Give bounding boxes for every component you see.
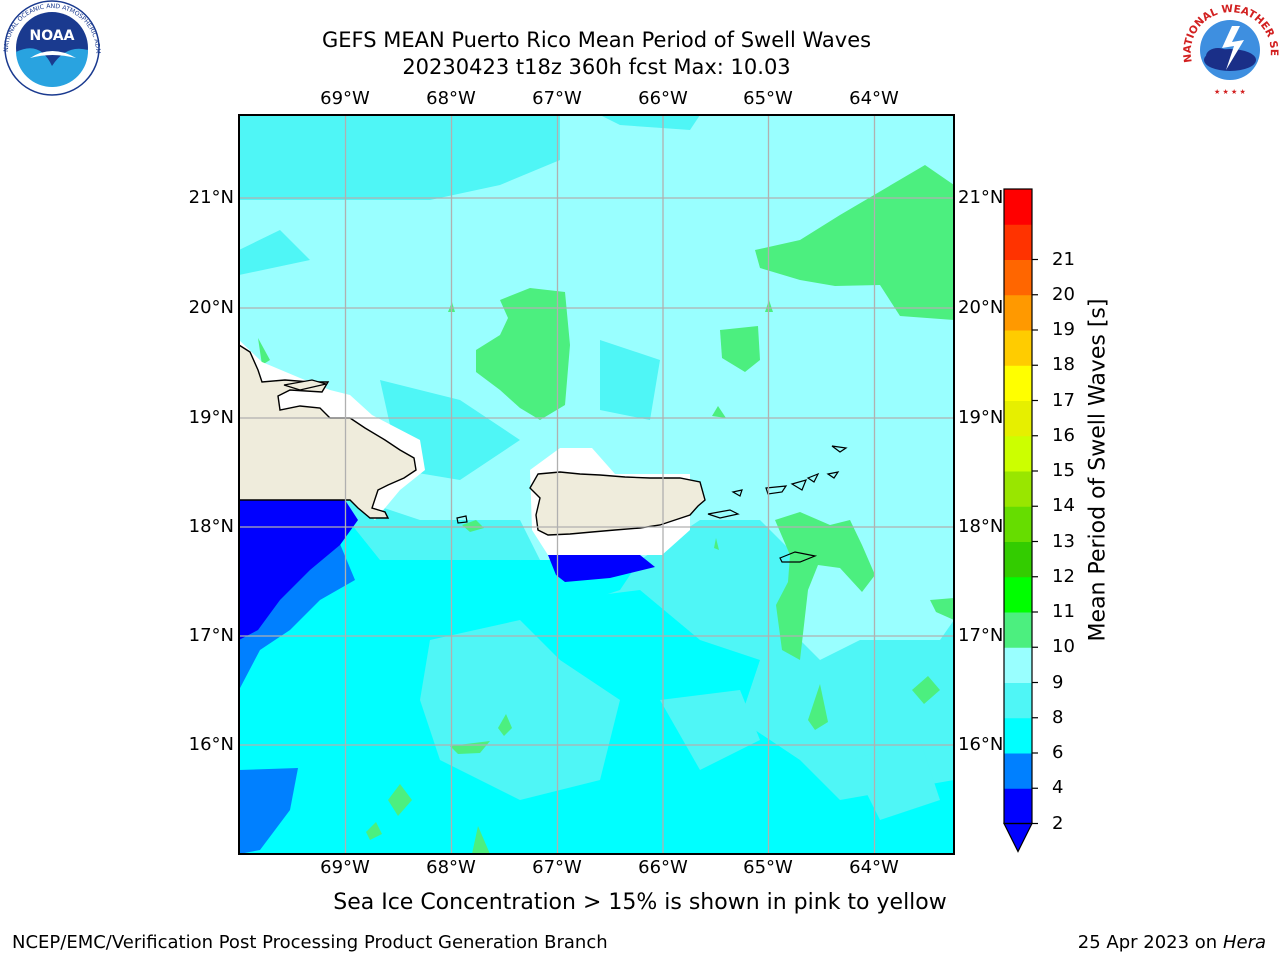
- colorbar-segment: [1004, 788, 1032, 824]
- colorbar-tick-label: 8: [1052, 706, 1064, 728]
- star-icon: ★ ★ ★ ★: [1214, 88, 1246, 96]
- contour-9-10s: [258, 165, 954, 854]
- lon-label-top: 69°W: [320, 88, 370, 109]
- lon-label-top: 65°W: [743, 88, 793, 109]
- colorbar-tick-label: 9: [1052, 671, 1064, 693]
- lon-label-top: 67°W: [532, 88, 582, 109]
- noaa-logo-text: NOAA: [30, 28, 75, 44]
- colorbar-label: Mean Period of Swell Waves [s]: [1085, 298, 1111, 642]
- sea-ice-note: Sea Ice Concentration > 15% is shown in …: [333, 890, 947, 915]
- lat-label-right: 16°N: [958, 734, 1004, 755]
- colorbar-tick-label: 11: [1052, 601, 1075, 622]
- map-frame: [238, 114, 955, 855]
- lon-label-bottom: 68°W: [426, 857, 476, 878]
- puerto-rico-land: [529, 471, 706, 536]
- colorbar-segment: [1004, 647, 1032, 683]
- colorbar-segment: [1004, 506, 1032, 542]
- colorbar-tick-label: 13: [1052, 530, 1075, 552]
- map-gridlines: [239, 115, 954, 854]
- colorbar-tick-label: 20: [1052, 283, 1075, 305]
- lat-label-right: 19°N: [958, 407, 1004, 428]
- lon-label-bottom: 66°W: [638, 857, 688, 878]
- lon-label-top: 64°W: [849, 88, 899, 109]
- colorbar-segment: [1004, 753, 1032, 789]
- noaa-logo: NATIONAL OCEANIC AND ATMOSPHERIC ADMINIS…: [0, 0, 101, 96]
- credit-host: Hera: [1222, 932, 1266, 953]
- colorbar-tick-label: 15: [1052, 460, 1075, 481]
- colorbar-segment: [1004, 717, 1032, 754]
- lon-label-bottom: 69°W: [320, 857, 370, 878]
- colorbar-tick-label: 18: [1052, 354, 1075, 376]
- colorbar-tick-label: 21: [1052, 248, 1075, 270]
- lat-label-left: 21°N: [188, 187, 234, 208]
- nws-logo: NATIONAL WEATHER SERVICE ★ ★ ★ ★: [1178, 0, 1280, 98]
- lon-label-top: 68°W: [426, 88, 476, 109]
- credit-date-text: 25 Apr 2023 on: [1077, 932, 1223, 953]
- colorbar-segment: [1004, 189, 1032, 225]
- map-subtitle: 20230423 t18z 360h fcst Max: 10.03: [402, 55, 791, 79]
- lat-label-left: 18°N: [188, 516, 234, 537]
- lat-label-right: 17°N: [958, 625, 1004, 646]
- lat-label-left: 17°N: [188, 625, 234, 646]
- colorbar-segment: [1004, 612, 1032, 648]
- colorbar-segment: [1004, 471, 1032, 507]
- colorbar-tick-label: 14: [1052, 495, 1075, 517]
- contour-8-9s-inner: [420, 620, 940, 820]
- colorbar-segment: [1004, 224, 1032, 260]
- lat-label-left: 16°N: [188, 734, 234, 755]
- colorbar-segment: [1004, 400, 1032, 437]
- colorbar-tick-label: 12: [1052, 565, 1075, 587]
- lat-label-right: 20°N: [958, 297, 1004, 318]
- colorbar-tick-label: 16: [1052, 424, 1075, 446]
- map-title: GEFS MEAN Puerto Rico Mean Period of Swe…: [321, 28, 872, 52]
- colorbar: [1003, 188, 1038, 853]
- colorbar-under-arrow: [1003, 822, 1033, 853]
- lat-label-left: 20°N: [188, 297, 234, 318]
- lon-label-top: 66°W: [638, 88, 688, 109]
- lat-label-right: 18°N: [958, 516, 1004, 537]
- credit-date: 25 Apr 2023 on Hera: [1078, 932, 1266, 953]
- colorbar-segment: [1004, 259, 1032, 296]
- contour-2-4s: [239, 500, 655, 640]
- lat-label-left: 19°N: [188, 407, 234, 428]
- small-islands: [456, 445, 848, 563]
- colorbar-tick-label: 10: [1052, 636, 1075, 658]
- colorbar-tick-label: 4: [1052, 777, 1064, 799]
- gonave-island: [283, 379, 327, 391]
- colorbar-segment: [1004, 365, 1032, 401]
- colorbar-segment: [1004, 682, 1032, 719]
- colorbar-segment: [1004, 541, 1032, 578]
- lat-label-right: 21°N: [958, 187, 1004, 208]
- credit-branch: NCEP/EMC/Verification Post Processing Pr…: [12, 932, 608, 953]
- lon-label-bottom: 65°W: [743, 857, 793, 878]
- colorbar-tick-label: 19: [1052, 319, 1075, 340]
- colorbar-tick-label: 6: [1052, 742, 1064, 763]
- colorbar-tick-label: 2: [1052, 812, 1064, 834]
- colorbar-segment: [1004, 576, 1032, 613]
- lon-label-bottom: 67°W: [532, 857, 582, 878]
- colorbar-segment: [1004, 330, 1032, 366]
- lon-label-bottom: 64°W: [849, 857, 899, 878]
- colorbar-segment: [1004, 435, 1032, 472]
- colorbar-tick-label: 17: [1052, 389, 1075, 411]
- colorbar-segment: [1004, 294, 1032, 331]
